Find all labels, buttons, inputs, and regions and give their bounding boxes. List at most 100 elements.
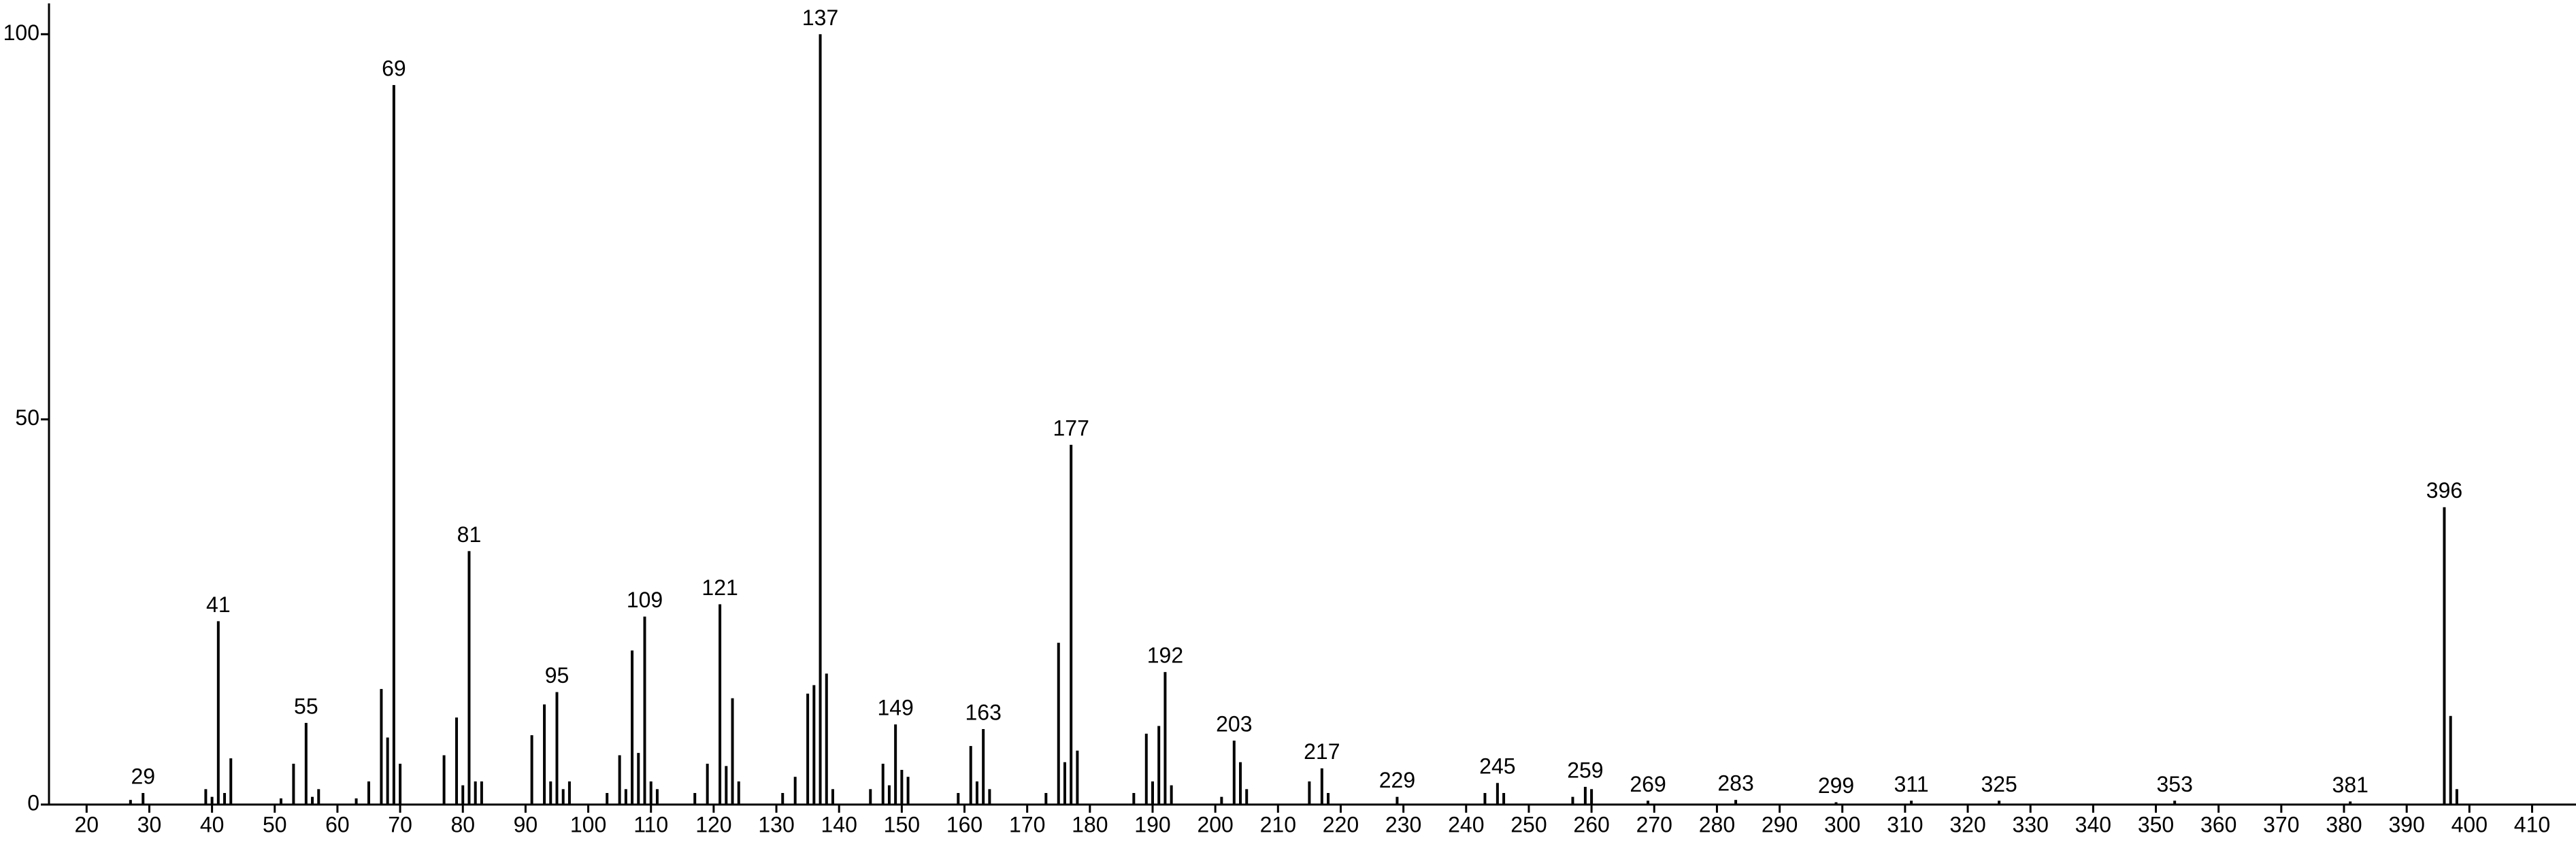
- peak: [1239, 762, 1242, 805]
- peak-label: 109: [627, 588, 663, 612]
- peak: [1057, 643, 1060, 805]
- x-tick-label: 140: [821, 812, 857, 837]
- peak: [567, 781, 571, 805]
- peak: [216, 621, 220, 805]
- x-tick-label: 20: [74, 812, 99, 837]
- peak-label: 311: [1894, 772, 1929, 796]
- x-tick-label: 390: [2388, 812, 2424, 837]
- peak: [229, 758, 233, 805]
- peak: [819, 34, 822, 805]
- peak: [1583, 786, 1587, 805]
- peak: [442, 755, 446, 805]
- peak: [2349, 801, 2352, 805]
- x-tick-label: 230: [1385, 812, 1421, 837]
- x-tick-label: 270: [1636, 812, 1672, 837]
- x-tick-label: 370: [2263, 812, 2299, 837]
- peak: [530, 735, 533, 805]
- peak: [367, 781, 371, 805]
- peak: [474, 781, 477, 805]
- peak: [2449, 715, 2452, 805]
- x-tick-label: 100: [570, 812, 606, 837]
- peak: [1590, 789, 1594, 805]
- peak: [1151, 781, 1154, 805]
- peak: [2455, 789, 2458, 805]
- peak: [386, 737, 389, 805]
- peak: [354, 798, 358, 805]
- peak-label: 245: [1479, 754, 1515, 779]
- peak: [480, 781, 483, 805]
- peak: [555, 692, 559, 805]
- peak-label: 29: [131, 764, 155, 788]
- peak: [988, 789, 991, 805]
- x-tick-label: 380: [2326, 812, 2362, 837]
- peak: [869, 789, 872, 805]
- peak: [455, 718, 459, 805]
- peak: [881, 763, 885, 805]
- peak: [1044, 793, 1048, 805]
- peak: [1396, 796, 1399, 805]
- y-tick-label: 100: [3, 20, 39, 45]
- peak: [655, 789, 659, 805]
- peak: [1998, 800, 2001, 805]
- x-tick-label: 180: [1072, 812, 1108, 837]
- peak: [311, 796, 314, 805]
- peak-label: 259: [1567, 758, 1603, 782]
- x-tick-label: 60: [325, 812, 350, 837]
- x-tick-label: 310: [1887, 812, 1923, 837]
- x-tick-label: 150: [884, 812, 920, 837]
- peak: [812, 685, 816, 805]
- peak: [725, 766, 728, 805]
- peak: [781, 793, 785, 805]
- peak: [649, 781, 653, 805]
- peak-label: 149: [877, 696, 913, 720]
- peak-label: 396: [2426, 478, 2462, 503]
- peak: [1220, 796, 1223, 805]
- peak: [1170, 785, 1173, 805]
- peak: [706, 763, 709, 805]
- peak: [461, 785, 465, 805]
- peak: [1232, 740, 1236, 805]
- x-tick-label: 120: [695, 812, 731, 837]
- peak-label: 95: [545, 663, 569, 688]
- peak: [142, 793, 145, 805]
- x-tick-label: 30: [137, 812, 162, 837]
- x-tick-label: 160: [946, 812, 982, 837]
- peak: [543, 704, 546, 805]
- peak-label: 229: [1379, 768, 1415, 792]
- peak-label: 381: [2332, 773, 2368, 797]
- peak: [1571, 796, 1574, 805]
- peak: [317, 789, 320, 805]
- peak: [731, 698, 734, 805]
- peak: [1502, 793, 1506, 805]
- peak: [982, 728, 985, 805]
- peak-label: 81: [457, 522, 482, 547]
- peak-label: 55: [294, 694, 318, 718]
- peak: [1308, 781, 1311, 805]
- peak: [831, 789, 834, 805]
- peak: [894, 724, 897, 805]
- peak-label: 203: [1216, 711, 1252, 736]
- peak-label: 69: [382, 56, 406, 81]
- peak: [969, 745, 972, 805]
- peak: [1734, 800, 1738, 805]
- peak-label: 353: [2156, 772, 2192, 796]
- peak: [806, 693, 810, 805]
- peak: [210, 796, 214, 805]
- x-tick-label: 250: [1510, 812, 1547, 837]
- x-tick-label: 350: [2138, 812, 2174, 837]
- peak: [549, 781, 552, 805]
- x-tick-label: 190: [1134, 812, 1170, 837]
- x-tick-label: 360: [2200, 812, 2236, 837]
- peak: [1834, 802, 1838, 805]
- peak: [279, 798, 282, 805]
- x-tick-label: 300: [1824, 812, 1860, 837]
- peak: [624, 789, 627, 805]
- peak: [793, 777, 797, 805]
- peak: [1070, 445, 1073, 805]
- peak-label: 192: [1147, 643, 1183, 668]
- peak: [1132, 793, 1136, 805]
- peak: [204, 789, 208, 805]
- peak: [606, 793, 609, 805]
- peak: [380, 689, 383, 805]
- peak: [304, 722, 308, 805]
